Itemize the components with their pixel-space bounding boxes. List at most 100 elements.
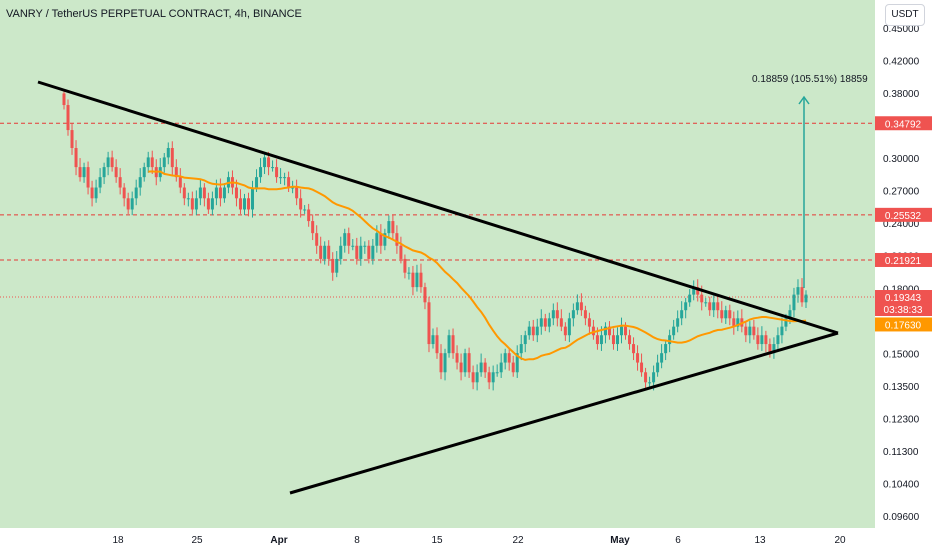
candle-body: [242, 198, 246, 210]
price-tick-label: 0.45000: [883, 24, 920, 35]
candle-body: [186, 198, 190, 200]
candle-body: [800, 287, 804, 303]
candle-body: [523, 335, 527, 345]
candle-body: [547, 318, 551, 327]
candle-body: [607, 326, 611, 336]
candle-body: [648, 382, 652, 384]
candle-body: [660, 353, 664, 363]
candle-body: [567, 318, 571, 336]
candle-body: [251, 187, 255, 210]
candle-body: [579, 302, 583, 311]
chart-title: VANRY / TetherUS PERPETUAL CONTRACT, 4h,…: [6, 8, 302, 20]
candle-body: [351, 245, 355, 247]
candle-body: [367, 245, 371, 259]
currency-button[interactable]: USDT: [885, 4, 925, 26]
price-tick-label: 0.30000: [883, 154, 920, 165]
candle-body: [399, 245, 403, 259]
time-tick-label: 13: [754, 535, 766, 546]
price-tick-label: 0.38000: [883, 89, 920, 100]
candle-body: [692, 287, 696, 295]
level-price-label: 0.25532: [885, 211, 922, 222]
level-price-label-bg: [875, 116, 932, 131]
candle-body: [511, 362, 515, 373]
candle-body: [455, 353, 459, 363]
candle-body: [459, 362, 463, 373]
candle-body: [110, 157, 114, 168]
candle-body: [575, 302, 579, 311]
price-tick-label: 0.27000: [883, 187, 920, 198]
candle-body: [162, 157, 166, 168]
time-tick-label: May: [610, 535, 630, 546]
candle-body: [487, 372, 491, 383]
candle-body: [471, 372, 475, 383]
candle-body: [628, 335, 632, 345]
price-axis[interactable]: 0.450000.420000.380000.340000.300000.270…: [875, 0, 932, 528]
candle-body: [680, 310, 684, 319]
candle-body: [190, 198, 194, 210]
moving-average-line: [148, 170, 807, 361]
candle-body: [391, 221, 395, 234]
candle-body: [571, 310, 575, 319]
candle-body: [279, 177, 283, 179]
candle-body: [234, 187, 238, 199]
candle-body: [676, 318, 680, 327]
time-tick-label: 6: [675, 535, 681, 546]
candle-body: [86, 167, 90, 188]
candle-body: [539, 318, 543, 327]
candlestick-chart[interactable]: 0.18859 (105.51%) 18859: [0, 0, 875, 528]
candle-body: [307, 209, 311, 222]
candle-body: [62, 93, 66, 106]
candle-body: [275, 167, 279, 178]
candle-body: [126, 198, 130, 210]
candle-body: [475, 372, 479, 383]
candle-body: [335, 258, 339, 273]
candle-body: [515, 353, 519, 373]
candle-body: [744, 326, 748, 336]
candle-body: [359, 245, 363, 259]
candle-body: [792, 294, 796, 311]
time-tick-label: 8: [354, 535, 360, 546]
candle-body: [363, 245, 367, 247]
candle-body: [355, 245, 359, 259]
candle-body: [263, 157, 267, 168]
candle-body: [182, 187, 186, 199]
candle-body: [724, 310, 728, 319]
candle-body: [632, 344, 636, 354]
chart-area[interactable]: 0.18859 (105.51%) 18859: [0, 0, 875, 528]
time-tick-label: 20: [834, 535, 846, 546]
candle-body: [644, 372, 648, 383]
candle-body: [415, 272, 419, 288]
candle-body: [483, 362, 487, 373]
candle-body: [174, 167, 178, 178]
candle-body: [343, 233, 347, 246]
candle-body: [640, 362, 644, 373]
candle-body: [700, 294, 704, 303]
price-tick-label: 0.09600: [883, 512, 920, 523]
candle-body: [178, 177, 182, 188]
candle-body: [411, 272, 415, 288]
candle-body: [756, 335, 760, 345]
candle-body: [435, 335, 439, 354]
candle-body: [620, 326, 624, 336]
candle-body: [90, 187, 94, 199]
candle-body: [70, 130, 74, 149]
candle-body: [98, 177, 102, 188]
candle-body: [716, 302, 720, 311]
candle-body: [379, 233, 383, 246]
upper-trendline: [37, 80, 839, 335]
candle-body: [210, 198, 214, 210]
level-price-label-bg: [875, 207, 932, 222]
candle-body: [423, 287, 427, 303]
candle-body: [114, 167, 118, 178]
candle-body: [246, 198, 250, 210]
time-axis[interactable]: 18 25 Apr 8 15 22 May 6 13 20: [0, 528, 875, 550]
candle-countdown-label-bg: [875, 302, 932, 317]
time-tick-label: Apr: [270, 535, 287, 546]
candle-body: [752, 326, 756, 336]
candle-body: [407, 272, 411, 274]
candle-body: [138, 177, 142, 188]
candle-body: [238, 198, 242, 210]
candle-body: [780, 326, 784, 336]
candle-body: [624, 326, 628, 336]
candle-body: [218, 187, 222, 199]
